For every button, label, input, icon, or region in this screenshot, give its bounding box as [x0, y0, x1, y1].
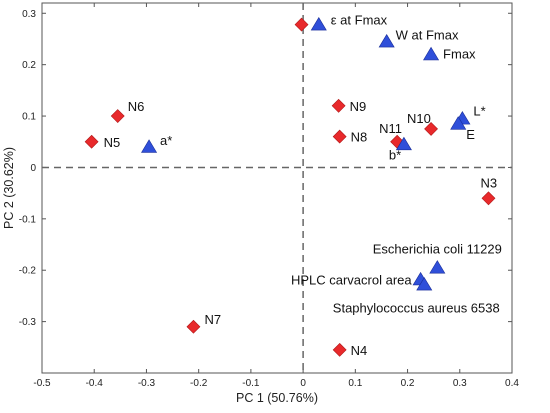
point-label: E	[466, 127, 475, 142]
x-tick-label: 0	[300, 378, 306, 389]
point-label: N10	[407, 111, 431, 126]
point-label: N5	[104, 135, 121, 150]
sample-diamond-marker	[332, 129, 347, 144]
sample-diamond-marker	[294, 17, 309, 32]
axis-ticks: -0.5 -0.4 -0.3 -0.2 -0.1 0 0.1 0.2 0.3 0.4 -0.3 -0.…	[19, 3, 519, 389]
x-tick-label: -0.3	[138, 378, 156, 389]
y-axis-title: PC 2 (30.62%)	[2, 147, 16, 229]
point-label: L*	[473, 104, 485, 119]
point-label: N11	[379, 121, 402, 136]
variable-triangle-marker	[141, 139, 158, 153]
y-tick-label: -0.1	[19, 214, 37, 225]
point-label: N9	[350, 99, 367, 114]
reference-lines	[42, 3, 512, 373]
x-tick-label: 0.1	[348, 378, 362, 389]
x-tick-label: -0.1	[242, 378, 260, 389]
variable-triangle-marker	[416, 277, 433, 291]
variable-triangle-marker	[423, 46, 440, 61]
point-label: b*	[389, 147, 401, 162]
y-tick-label: -0.2	[19, 266, 37, 277]
point-label: N7	[204, 312, 221, 327]
x-tick-label: -0.5	[33, 378, 51, 389]
point-labels: N3 N4 N5 N6 N7 N8 N9 N10 N11 a* b* L* E Fmax W at Fmax…	[104, 13, 502, 358]
sample-diamond-marker	[424, 121, 438, 136]
point-label: N8	[351, 130, 368, 145]
sample-diamond-marker	[110, 109, 125, 123]
variable-triangle-marker	[450, 116, 467, 130]
sample-diamond-marker	[481, 191, 496, 206]
data-marks	[84, 17, 496, 357]
y-tick-label: 0.3	[22, 9, 36, 20]
plot-area	[41, 2, 513, 374]
point-label: N3	[481, 175, 498, 190]
sample-diamond-marker	[331, 98, 346, 113]
x-tick-label: 0.3	[453, 378, 467, 389]
sample-diamond-marker	[84, 134, 99, 149]
sample-diamond-marker	[332, 342, 347, 357]
x-tick-label: 0.2	[401, 378, 415, 389]
variable-triangle-marker	[310, 17, 327, 31]
x-tick-label: -0.4	[86, 378, 104, 389]
point-label: N6	[128, 99, 145, 114]
x-tick-label: -0.2	[190, 378, 208, 389]
y-tick-label: 0.1	[22, 112, 36, 123]
variable-triangle-marker	[429, 260, 446, 274]
sample-diamond-marker	[186, 319, 201, 334]
point-label: N4	[351, 343, 368, 358]
point-label: Fmax	[443, 46, 476, 61]
variable-triangle-marker	[395, 136, 412, 151]
x-tick-label: 0.4	[505, 378, 519, 389]
y-tick-label: -0.3	[19, 317, 37, 328]
x-axis-title: PC 1 (50.76%)	[236, 391, 318, 405]
y-tick-label: 0	[30, 163, 36, 174]
point-label: ε at Fmax	[331, 13, 388, 28]
point-label: Escherichia coli 11229	[373, 242, 502, 257]
point-label: Staphylococcus aureus 6538	[333, 301, 500, 316]
variable-triangle-marker	[378, 33, 395, 48]
point-label: W at Fmax	[396, 28, 459, 43]
point-label: HPLC carvacrol area	[291, 272, 412, 287]
y-tick-label: 0.2	[22, 60, 36, 71]
point-label: a*	[160, 133, 172, 148]
